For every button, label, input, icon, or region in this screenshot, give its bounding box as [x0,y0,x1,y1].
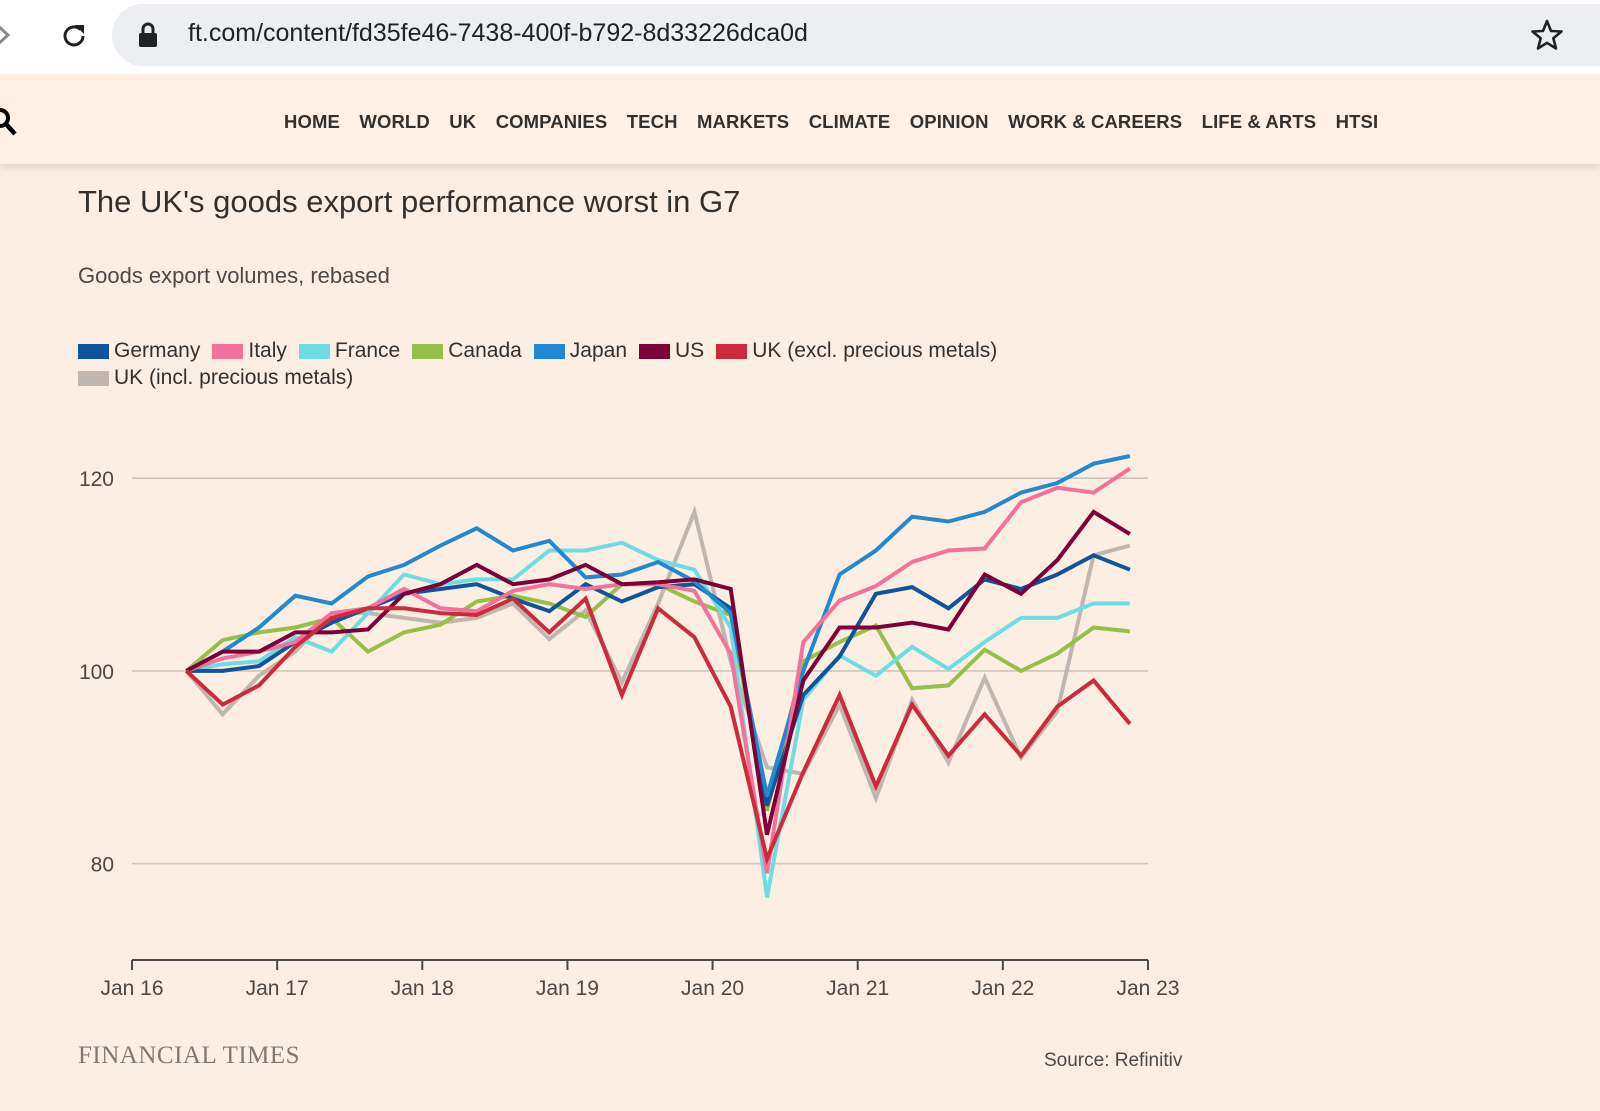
x-tick-label: Jan 22 [971,977,1034,1000]
nav-item-tech[interactable]: TECH [626,111,678,132]
legend-label: UK (incl. precious metals) [114,366,354,389]
legend-swatch [533,343,565,359]
chart-source: Source: Refinitiv [1044,1050,1183,1071]
legend-label: Japan [569,339,628,362]
legend-swatch [298,343,330,359]
nav-item-work-careers[interactable]: WORK & CAREERS [1008,111,1183,132]
y-tick-label: 100 [79,661,114,684]
y-tick-label: 80 [91,854,114,877]
divider [78,164,172,166]
ft-logo: FINANCIAL TIMES [78,1042,301,1069]
search-icon[interactable] [0,106,18,138]
legend-swatch [78,370,109,386]
address-bar[interactable] [112,4,1600,66]
address-bar-url[interactable]: ft.com/content/fd35fe46-7438-400f-b792-8… [188,19,808,47]
legend-item: UK (incl. precious metals) [78,366,353,390]
forward-arrow-icon[interactable] [0,20,16,50]
legend-swatch [78,343,109,359]
series-line-germany [186,553,1131,807]
legend-swatch [212,343,244,359]
site-navigation [0,80,1600,164]
legend-item: France [298,339,401,363]
legend-item: Germany [78,339,200,363]
lock-icon [139,22,157,47]
nav-item-companies[interactable]: COMPANIES [495,111,608,132]
series-line-japan [185,454,1131,797]
series-line-us [185,509,1131,836]
series-line-uk-excl-precious-metals [185,595,1132,866]
legend-row: UK (incl. precious metals) [78,366,365,390]
legend-item: Italy [212,339,287,363]
x-tick-label: Jan 21 [826,977,889,1000]
legend-item: Japan [533,339,628,363]
reload-icon[interactable] [58,20,90,52]
chart-subtitle: Goods export volumes, rebased [78,263,390,288]
x-tick-label: Jan 18 [391,977,454,1000]
legend-label: Canada [448,339,522,362]
nav-item-htsi[interactable]: HTSI [1335,111,1379,132]
legend-item: US [639,339,704,363]
nav-item-opinion[interactable]: OPINION [909,111,989,132]
nav-item-home[interactable]: HOME [284,111,340,132]
legend-item: UK (excl. precious metals) [716,339,997,363]
nav-item-life-arts[interactable]: LIFE & ARTS [1201,111,1317,132]
legend-swatch [716,343,748,359]
nav-item-world[interactable]: WORLD [359,111,430,132]
nav-item-markets[interactable]: MARKETS [697,111,790,132]
legend-label: US [675,339,705,362]
nav-item-uk[interactable]: UK [449,111,477,132]
legend-label: Germany [114,339,201,362]
x-tick-label: Jan 23 [1116,977,1179,1000]
star-icon[interactable] [1530,18,1564,52]
legend-label: France [334,339,401,362]
legend-swatch [639,343,671,359]
legend-label: Italy [248,339,287,362]
y-tick-label: 120 [79,468,114,491]
series-line-uk-incl-precious-metals [184,505,1131,804]
nav-item-climate[interactable]: CLIMATE [808,111,891,132]
legend-row: Germany Italy France Canada Japan US UK (excl.… [78,339,1009,363]
x-tick-label: Jan 19 [536,977,599,1000]
x-tick-label: Jan 16 [100,977,163,1000]
legend-swatch [412,343,444,359]
x-tick-label: Jan 20 [681,977,744,1000]
legend-label: UK (excl. precious metals) [752,339,998,362]
chart-title: The UK's goods export performance worst … [78,184,741,219]
nav-menu: HOME WORLD UK COMPANIES TECH MARKETS CLIMATE OP… [284,111,1398,133]
x-tick-label: Jan 17 [246,977,309,1000]
legend-item: Canada [412,339,522,363]
